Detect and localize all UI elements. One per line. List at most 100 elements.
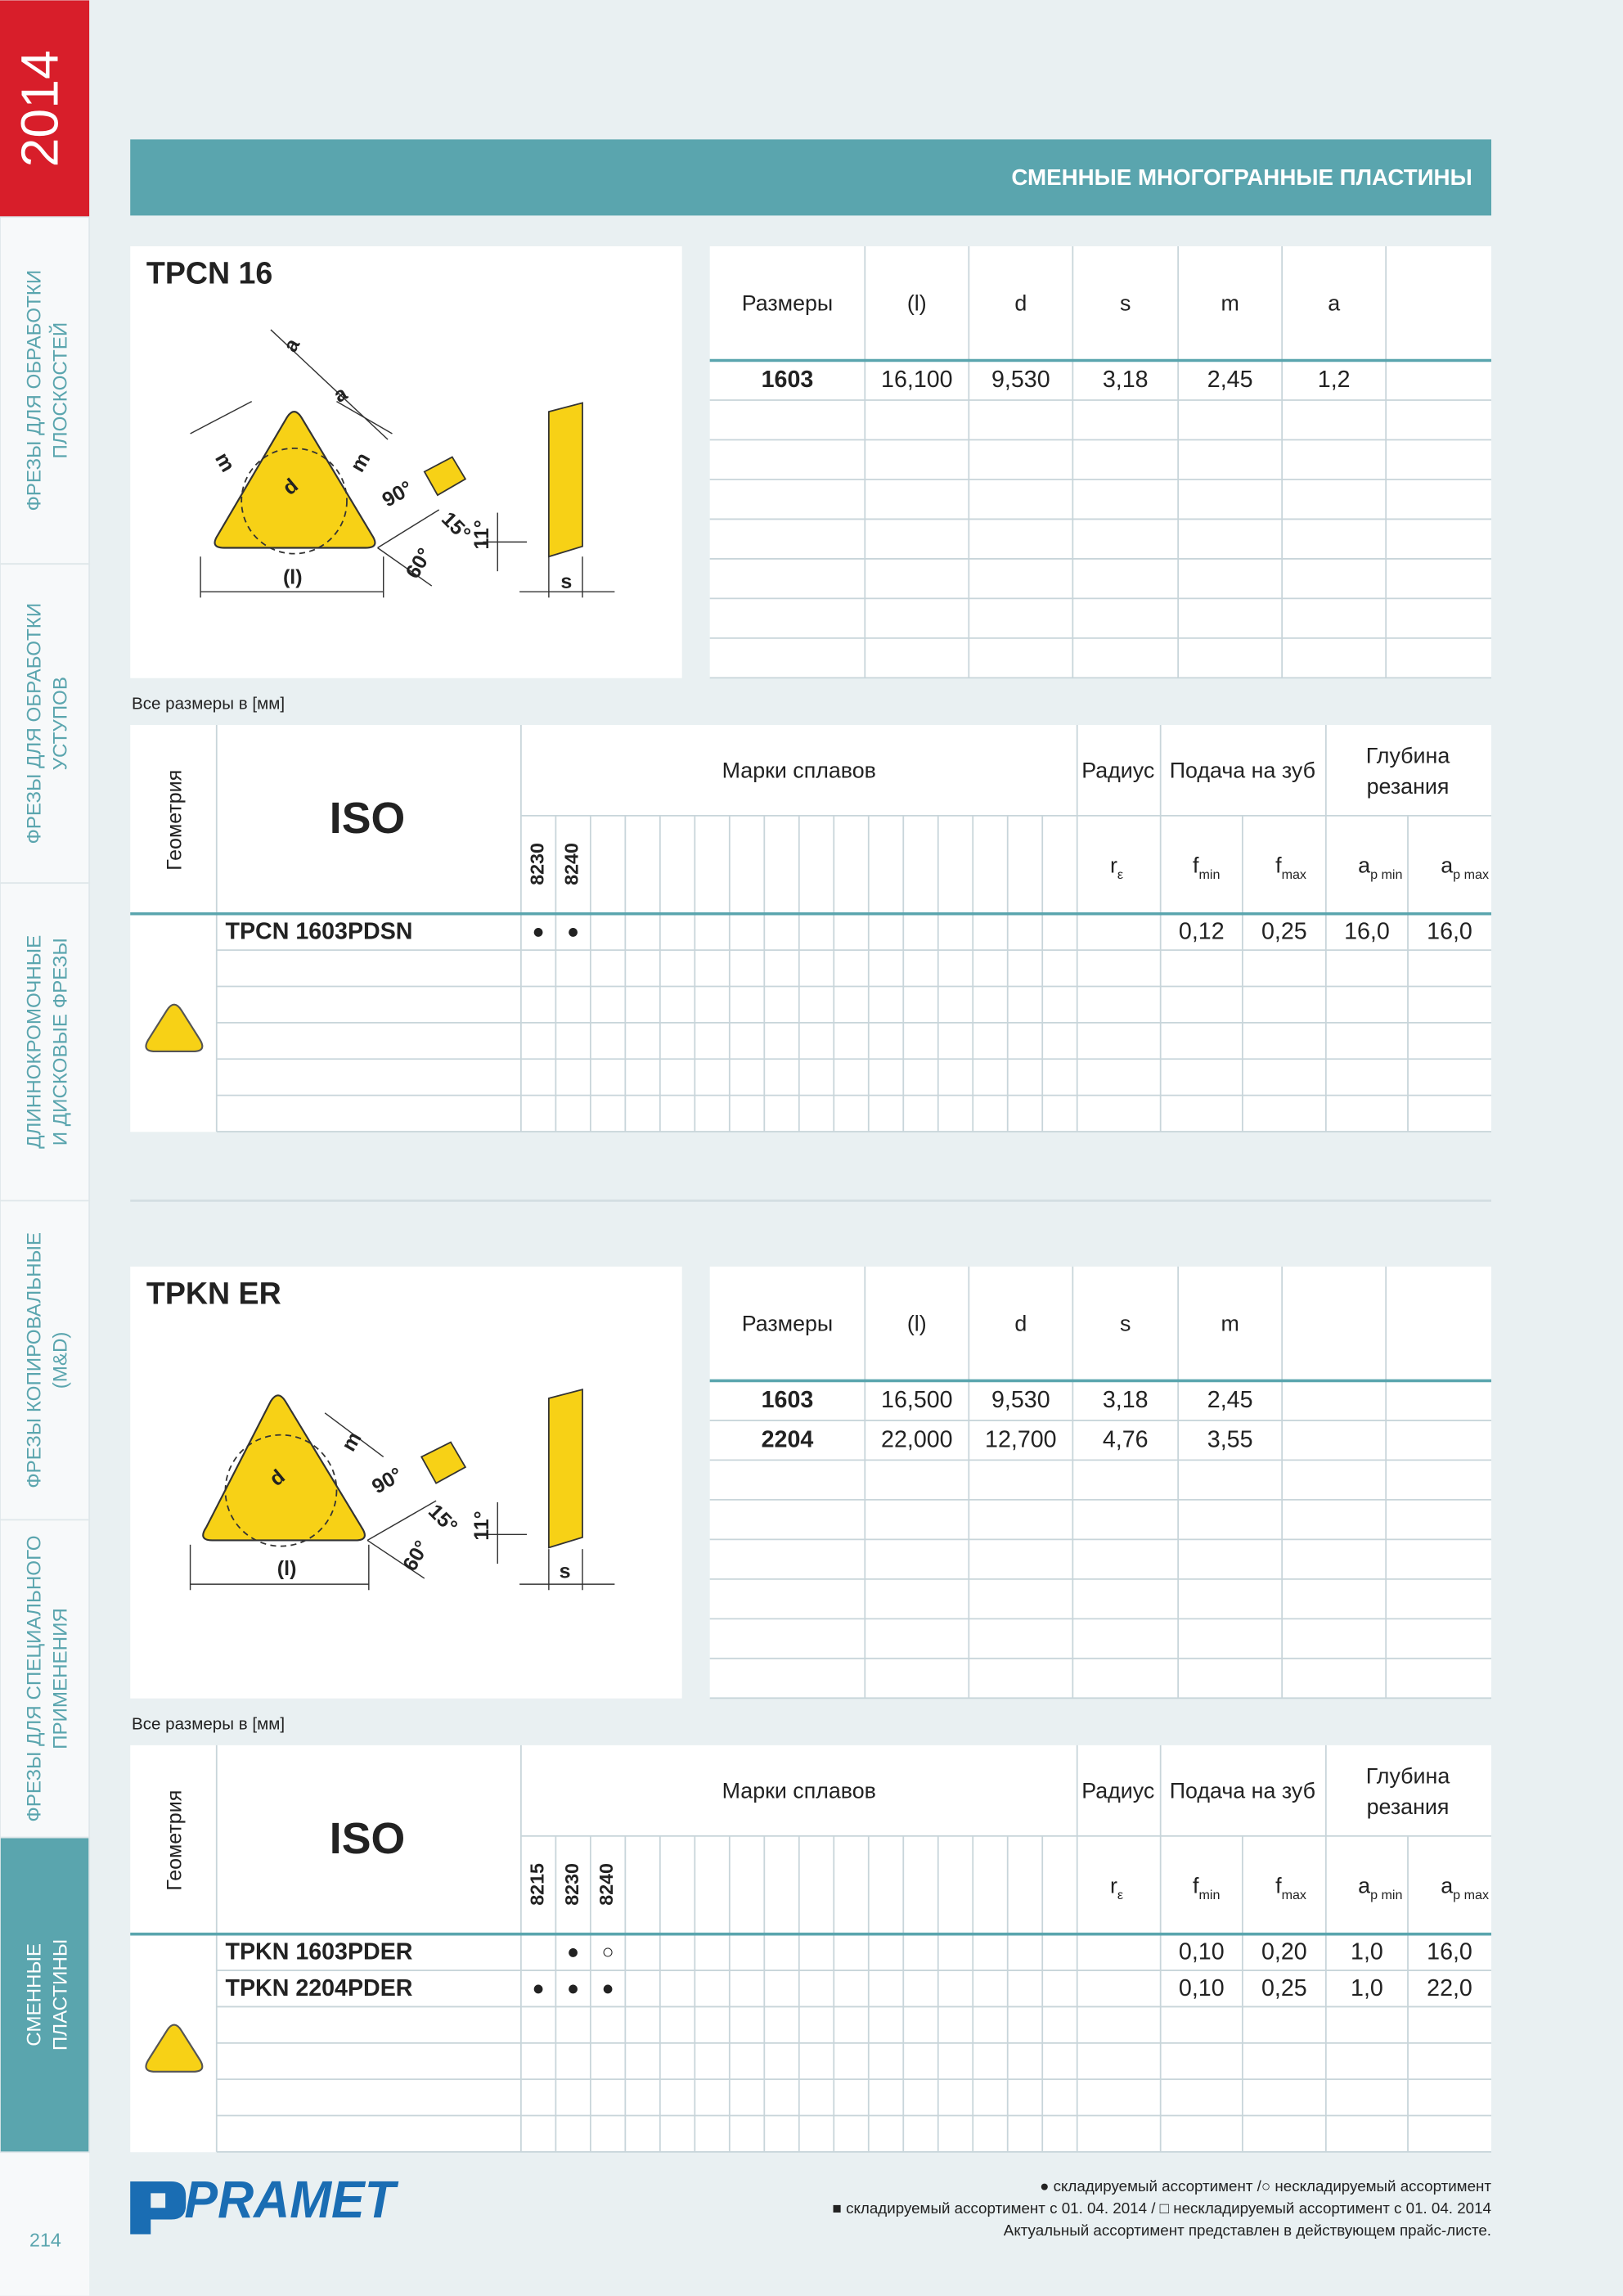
section-title: TPKN ER <box>146 1276 281 1311</box>
dimensions-header: (l) <box>907 1312 927 1336</box>
diagram-panel <box>130 245 682 678</box>
cutting-value: 0,12 <box>1179 919 1225 945</box>
year: 2014 <box>11 50 70 167</box>
availability-mark: ● <box>567 1941 579 1964</box>
subheader: fmax <box>1275 853 1306 883</box>
sidebar-tab <box>0 882 91 1202</box>
inscribed-circle <box>241 447 348 555</box>
logo: PRAMET <box>184 2170 398 2229</box>
cutting-value: 0,25 <box>1261 919 1307 945</box>
depth-header: резания <box>1367 1794 1450 1819</box>
feed-header: Подача на зуб <box>1170 758 1315 782</box>
dimensions-cell: 3,55 <box>1207 1427 1253 1453</box>
radius-header: Радиус <box>1081 1778 1154 1803</box>
dimensions-header: Размеры <box>742 291 834 316</box>
grades-header: Марки сплавов <box>722 758 876 782</box>
insert-code: TPKN 2204PDER <box>226 1975 413 2001</box>
sidebar-tab-label: ПЛАСТИНЫ <box>50 1939 72 2051</box>
cutting-value: 22,0 <box>1427 1975 1472 2001</box>
diagram-label: 11° <box>470 1510 493 1540</box>
cutting-value: 0,10 <box>1179 1975 1225 2001</box>
availability-mark: ● <box>533 921 545 943</box>
subheader-subscript: max <box>1282 1888 1306 1902</box>
dimension-line <box>366 1539 425 1579</box>
page-number: 214 <box>29 2230 61 2251</box>
dimensions-cell: 12,700 <box>985 1427 1057 1453</box>
subheader-symbol: f <box>1193 853 1199 878</box>
dimensions-header: Размеры <box>742 1312 834 1336</box>
sidebar-tab-label: УСТУПОВ <box>50 677 72 770</box>
dimension-line <box>270 329 389 440</box>
subheader-subscript: p max <box>1453 1888 1489 1902</box>
subheader-symbol: f <box>1275 1874 1282 1898</box>
subheader: fmax <box>1275 1874 1306 1903</box>
subheader-subscript: min <box>1199 1888 1221 1902</box>
insert-code: TPCN 1603PDSN <box>226 919 413 945</box>
diagram-label: s <box>560 570 572 593</box>
subheader-subscript: p max <box>1453 867 1489 882</box>
insert-shape <box>214 411 376 549</box>
subheader-symbol: a <box>1441 1874 1453 1898</box>
inscribed-circle <box>224 1434 338 1547</box>
dimensions-header: d <box>1014 291 1027 316</box>
depth-header: Глубина <box>1366 1763 1450 1788</box>
dimensions-cell: 4,76 <box>1103 1427 1149 1453</box>
logo-mark <box>130 2181 187 2235</box>
subheader-symbol: a <box>1358 1874 1370 1898</box>
dimensions-header: s <box>1120 291 1131 316</box>
availability-mark: ● <box>602 1977 614 2000</box>
cutting-value: 16,0 <box>1344 919 1390 945</box>
diagram-label: (l) <box>283 566 303 589</box>
subheader: ap min <box>1358 1874 1402 1903</box>
dimensions-cell: 1603 <box>762 1387 814 1413</box>
cutting-value: 0,25 <box>1261 1975 1307 2001</box>
dimensions-cell: 2,45 <box>1207 367 1253 393</box>
dimensions-cell: 1,2 <box>1318 367 1351 393</box>
iso-header: ISO <box>330 1814 405 1863</box>
cutting-value: 0,10 <box>1179 1939 1225 1965</box>
subheader: rε <box>1110 1874 1123 1903</box>
dimensions-cell: 3,18 <box>1103 1387 1149 1413</box>
dimensions-header: m <box>1221 291 1239 316</box>
subheader-symbol: r <box>1110 853 1117 878</box>
subheader: ap max <box>1441 1874 1489 1903</box>
cutting-value: 0,20 <box>1261 1939 1307 1965</box>
note: Все размеры в [мм] <box>132 694 285 713</box>
geometry-header: Геометрия <box>163 770 186 871</box>
depth-header: резания <box>1367 774 1450 799</box>
grades-table <box>130 724 1491 1132</box>
grades-header: Марки сплавов <box>722 1778 876 1803</box>
sidebar-tab <box>0 1200 91 1521</box>
subheader-subscript: p min <box>1370 867 1402 882</box>
insert-shape <box>202 1394 366 1542</box>
subheader: ap max <box>1441 853 1489 883</box>
dimension-line <box>366 1500 437 1542</box>
subheader-subscript: p min <box>1370 1888 1402 1902</box>
sidebar-tab-label: ФРЕЗЫ ДЛЯ СПЕЦИАЛЬНОГО <box>23 1535 45 1821</box>
sidebar-tab-label: (M&D) <box>50 1332 72 1389</box>
grade-name: 8240 <box>596 1863 617 1906</box>
subheader-subscript: ε <box>1117 867 1123 882</box>
cutting-value: 16,0 <box>1427 919 1472 945</box>
cutting-value: 1,0 <box>1351 1939 1383 1965</box>
diagram-label: (l) <box>277 1557 297 1580</box>
dimensions-cell: 2204 <box>762 1427 814 1453</box>
legend-line: Актуальный ассортимент представлен в дей… <box>1004 2222 1491 2239</box>
sidebar-tab-label: ФРЕЗЫ ДЛЯ ОБРАБОТКИ <box>23 270 45 511</box>
dimensions-header: s <box>1120 1312 1131 1336</box>
subheader-subscript: max <box>1282 867 1306 882</box>
sidebar-tab-label: ДЛИННОКРОМОЧНЫЕ <box>23 935 45 1149</box>
note: Все размеры в [мм] <box>132 1714 285 1733</box>
diagram-panel <box>130 1266 682 1699</box>
subheader-subscript: min <box>1199 867 1221 882</box>
dimensions-cell: 9,530 <box>991 1387 1050 1413</box>
legend-line: ● складируемый ассортимент /○ нескладиру… <box>1040 2177 1491 2195</box>
iso-header: ISO <box>330 794 405 843</box>
geometry-header: Геометрия <box>163 1790 186 1891</box>
subheader: rε <box>1110 853 1123 883</box>
depth-header: Глубина <box>1366 743 1450 768</box>
availability-mark: ● <box>567 921 579 943</box>
sidebar-tab-label: ПРИМЕНЕНИЯ <box>50 1608 72 1749</box>
subheader-symbol: f <box>1193 1874 1199 1898</box>
